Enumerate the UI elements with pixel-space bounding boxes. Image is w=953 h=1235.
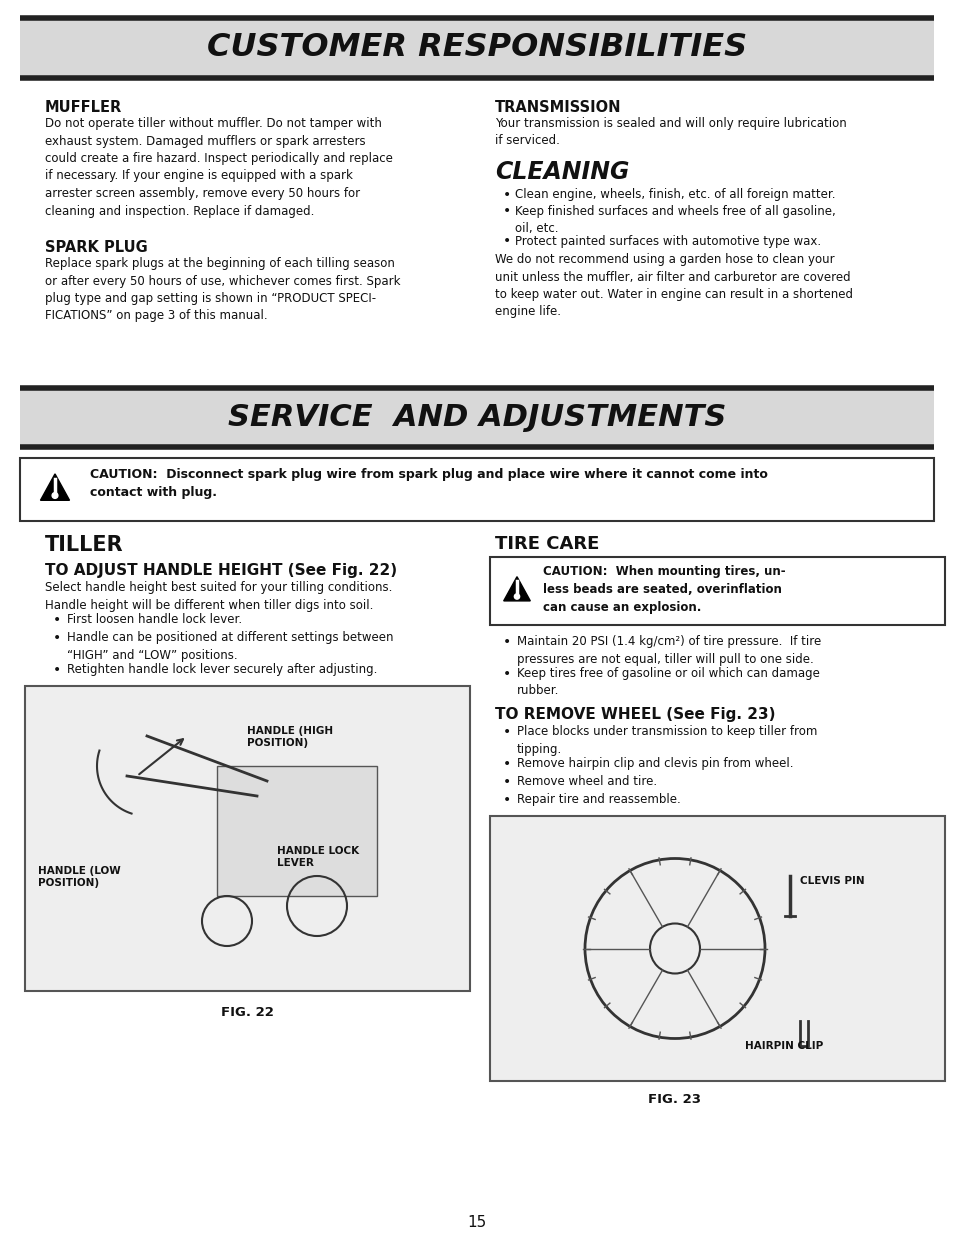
- Text: Maintain 20 PSI (1.4 kg/cm²) of tire pressure.  If tire
pressures are not equal,: Maintain 20 PSI (1.4 kg/cm²) of tire pre…: [517, 635, 821, 666]
- Text: TO ADJUST HANDLE HEIGHT (See Fig. 22): TO ADJUST HANDLE HEIGHT (See Fig. 22): [45, 563, 396, 578]
- Text: •: •: [502, 776, 511, 789]
- Text: •: •: [502, 667, 511, 680]
- FancyBboxPatch shape: [25, 685, 470, 990]
- Text: •: •: [53, 613, 61, 627]
- FancyBboxPatch shape: [490, 816, 944, 1081]
- Text: •: •: [502, 635, 511, 650]
- Text: Your transmission is sealed and will only require lubrication
if serviced.: Your transmission is sealed and will onl…: [495, 117, 846, 147]
- Polygon shape: [40, 474, 70, 500]
- Text: TO REMOVE WHEEL (See Fig. 23): TO REMOVE WHEEL (See Fig. 23): [495, 706, 775, 722]
- Circle shape: [514, 594, 519, 599]
- Text: FIG. 22: FIG. 22: [220, 1007, 274, 1019]
- FancyBboxPatch shape: [20, 458, 933, 521]
- Text: CAUTION:  Disconnect spark plug wire from spark plug and place wire where it can: CAUTION: Disconnect spark plug wire from…: [90, 468, 767, 499]
- Text: HAIRPIN CLIP: HAIRPIN CLIP: [744, 1041, 822, 1051]
- Text: Do not operate tiller without muffler. Do not tamper with
exhaust system. Damage: Do not operate tiller without muffler. D…: [45, 117, 393, 217]
- Text: Keep finished surfaces and wheels free of all gasoline,
oil, etc.: Keep finished surfaces and wheels free o…: [515, 205, 835, 235]
- Text: SPARK PLUG: SPARK PLUG: [45, 240, 148, 254]
- Text: CLEVIS PIN: CLEVIS PIN: [800, 876, 863, 885]
- Text: Protect painted surfaces with automotive type wax.: Protect painted surfaces with automotive…: [515, 235, 821, 247]
- Text: Remove wheel and tire.: Remove wheel and tire.: [517, 776, 657, 788]
- FancyBboxPatch shape: [20, 388, 933, 447]
- Text: 15: 15: [467, 1215, 486, 1230]
- Text: •: •: [502, 188, 511, 203]
- Text: First loosen handle lock lever.: First loosen handle lock lever.: [67, 613, 242, 626]
- Text: TIRE CARE: TIRE CARE: [495, 535, 598, 553]
- Text: •: •: [53, 663, 61, 677]
- Text: Select handle height best suited for your tilling conditions.
Handle height will: Select handle height best suited for you…: [45, 580, 392, 611]
- Text: TILLER: TILLER: [45, 535, 124, 555]
- Text: Keep tires free of gasoline or oil which can damage
rubber.: Keep tires free of gasoline or oil which…: [517, 667, 819, 698]
- FancyBboxPatch shape: [20, 19, 933, 78]
- Text: Replace spark plugs at the beginning of each tilling season
or after every 50 ho: Replace spark plugs at the beginning of …: [45, 257, 400, 322]
- Text: Retighten handle lock lever securely after adjusting.: Retighten handle lock lever securely aft…: [67, 663, 377, 676]
- Text: CUSTOMER RESPONSIBILITIES: CUSTOMER RESPONSIBILITIES: [207, 32, 746, 63]
- Polygon shape: [503, 577, 530, 601]
- Text: Remove hairpin clip and clevis pin from wheel.: Remove hairpin clip and clevis pin from …: [517, 757, 793, 769]
- FancyBboxPatch shape: [490, 557, 944, 625]
- Text: Clean engine, wheels, finish, etc. of all foreign matter.: Clean engine, wheels, finish, etc. of al…: [515, 188, 835, 201]
- Text: TRANSMISSION: TRANSMISSION: [495, 100, 620, 115]
- Text: We do not recommend using a garden hose to clean your
unit unless the muffler, a: We do not recommend using a garden hose …: [495, 253, 852, 319]
- Text: FIG. 23: FIG. 23: [648, 1093, 700, 1107]
- Text: •: •: [502, 757, 511, 771]
- Text: •: •: [502, 725, 511, 739]
- Text: Handle can be positioned at different settings between
“HIGH” and “LOW” position: Handle can be positioned at different se…: [67, 631, 393, 662]
- Text: SERVICE  AND ADJUSTMENTS: SERVICE AND ADJUSTMENTS: [228, 403, 725, 431]
- Text: •: •: [53, 631, 61, 645]
- Text: Repair tire and reassemble.: Repair tire and reassemble.: [517, 793, 680, 806]
- Text: Place blocks under transmission to keep tiller from
tipping.: Place blocks under transmission to keep …: [517, 725, 817, 756]
- FancyBboxPatch shape: [216, 766, 376, 897]
- Text: CLEANING: CLEANING: [495, 161, 629, 184]
- Text: •: •: [502, 793, 511, 806]
- Text: HANDLE (HIGH
POSITION): HANDLE (HIGH POSITION): [247, 726, 333, 748]
- Text: MUFFLER: MUFFLER: [45, 100, 122, 115]
- Text: CAUTION:  When mounting tires, un-
less beads are seated, overinflation
can caus: CAUTION: When mounting tires, un- less b…: [542, 564, 785, 614]
- Text: •: •: [502, 205, 511, 219]
- Text: HANDLE LOCK
LEVER: HANDLE LOCK LEVER: [276, 846, 358, 868]
- Text: •: •: [502, 235, 511, 248]
- Circle shape: [52, 493, 58, 499]
- Text: HANDLE (LOW
POSITION): HANDLE (LOW POSITION): [38, 866, 121, 888]
